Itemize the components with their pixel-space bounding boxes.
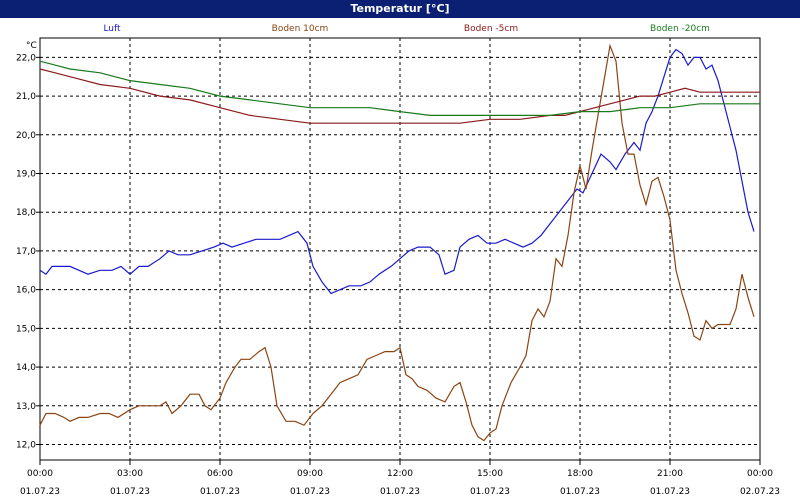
chart-title: Temperatur [°C]: [0, 0, 800, 18]
y-tick-label: 20,0: [16, 131, 36, 141]
y-tick-label: 22,0: [16, 53, 36, 63]
y-tick-label: 16,0: [16, 286, 36, 296]
x-tick-label-date: 01.07.23: [380, 487, 420, 497]
y-tick-label: 13,0: [16, 402, 36, 412]
x-tick-label-date: 01.07.23: [290, 487, 330, 497]
x-tick-label-time: 15:00: [477, 469, 503, 479]
y-tick-label: 15,0: [16, 324, 36, 334]
y-tick-label: 17,0: [16, 247, 36, 257]
legend-entry: Luft: [103, 24, 121, 34]
series-line: [39, 43, 755, 442]
x-tick-label-time: 03:00: [117, 469, 143, 479]
x-tick-label-time: 18:00: [567, 469, 593, 479]
x-tick-label-time: 09:00: [297, 469, 323, 479]
legend-entry: Boden 10cm: [272, 24, 329, 34]
x-tick-label-date: 01.07.23: [470, 487, 510, 497]
x-tick-label-date: 01.07.23: [650, 487, 690, 497]
x-tick-label-date: 01.07.23: [200, 487, 240, 497]
series-line: [39, 60, 760, 117]
series-line: [39, 48, 755, 295]
y-tick-label: 21,0: [16, 92, 36, 102]
x-tick-label-date: 01.07.23: [110, 487, 150, 497]
x-tick-label-time: 21:00: [657, 469, 683, 479]
y-tick-label: 18,0: [16, 208, 36, 218]
x-tick-label-date: 02.07.23: [740, 487, 780, 497]
x-tick-label-time: 00:00: [747, 469, 773, 479]
y-axis-label: °C: [26, 41, 37, 51]
x-tick-label-time: 06:00: [207, 469, 233, 479]
x-tick-label-time: 12:00: [387, 469, 413, 479]
x-tick-label-date: 01.07.23: [20, 487, 60, 497]
legend-entry: Boden -20cm: [650, 24, 710, 34]
x-tick-label-time: 00:00: [27, 469, 53, 479]
y-tick-label: 19,0: [16, 170, 36, 180]
chart-area: 12,0 13,0 14,0 15,0 16,0 17,0 18,0 19,0 20,0 21,0…: [16, 24, 780, 497]
series-line: [39, 68, 760, 124]
y-tick-label: 12,0: [16, 441, 36, 451]
y-tick-label: 14,0: [16, 363, 36, 373]
x-tick-label-date: 01.07.23: [560, 487, 600, 497]
legend-entry: Boden -5cm: [464, 24, 518, 34]
